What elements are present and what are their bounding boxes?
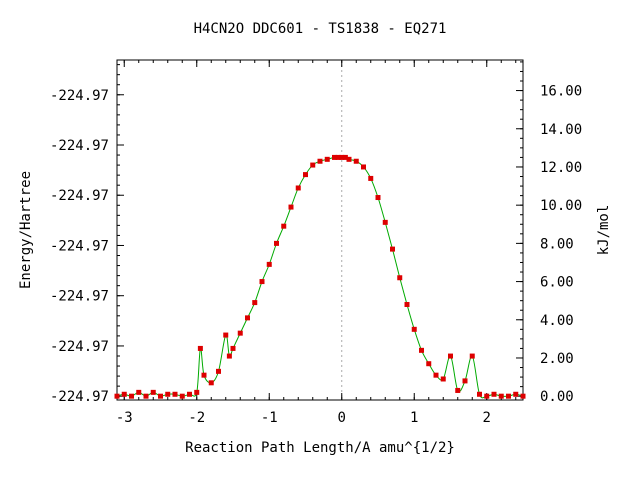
data-point xyxy=(237,330,243,336)
data-point xyxy=(520,393,526,399)
data-point xyxy=(194,389,200,395)
data-point xyxy=(506,393,511,399)
data-point xyxy=(143,393,149,399)
right-axis-label: kJ/mol xyxy=(596,205,612,256)
data-point xyxy=(477,391,482,397)
data-point xyxy=(281,223,287,229)
data-point xyxy=(513,391,519,397)
right-axis-tick-label: 8.00 xyxy=(540,236,574,252)
x-axis-tick-label: 0 xyxy=(338,410,346,426)
right-axis-tick-label: 4.00 xyxy=(540,313,574,329)
data-point xyxy=(484,393,490,399)
data-point xyxy=(165,391,171,397)
right-axis-tick-label: 14.00 xyxy=(540,122,582,138)
data-point xyxy=(411,326,417,332)
right-axis-tick-label: 16.00 xyxy=(540,84,582,100)
right-axis-tick-label: 10.00 xyxy=(540,198,582,214)
left-axis-tick-label: -224.97 xyxy=(50,138,109,154)
x-axis-tick-label: 2 xyxy=(483,410,491,426)
data-point xyxy=(303,172,308,178)
data-point xyxy=(324,156,330,162)
right-axis: 0.00 2.00 4.00 6.00 8.00 10.00 12.00 14.00 16.00 xyxy=(516,61,582,405)
x-axis-tick-label: 1 xyxy=(410,410,418,426)
right-axis-tick-label: 0.00 xyxy=(540,389,574,405)
data-point xyxy=(223,332,229,338)
left-axis: -224.97 -224.97 -224.97 -224.97 -224.97 -224.… xyxy=(50,64,124,405)
data-point xyxy=(353,158,359,164)
data-point xyxy=(346,156,352,162)
data-point xyxy=(114,393,120,399)
data-point xyxy=(375,195,381,201)
left-axis-tick-label: -224.97 xyxy=(50,238,109,254)
data-point xyxy=(368,175,374,181)
data-point xyxy=(498,393,504,399)
data-point xyxy=(252,300,258,306)
chart-title: H4CN2O DDC601 - TS1838 - EQ271 xyxy=(194,21,447,37)
series-group xyxy=(114,154,526,399)
data-point xyxy=(158,393,163,399)
x-axis-tick-label: -3 xyxy=(116,410,133,426)
x-axis: -3 -2 -1 0 1 2 xyxy=(116,60,517,426)
data-point xyxy=(245,315,250,321)
data-point xyxy=(335,154,341,160)
data-point xyxy=(332,154,337,160)
data-point xyxy=(310,162,316,168)
data-point xyxy=(230,345,236,351)
data-point xyxy=(462,378,468,384)
data-point xyxy=(469,353,475,359)
left-axis-tick-label: -224.97 xyxy=(50,389,109,405)
left-axis-tick-label: -224.97 xyxy=(50,188,109,204)
data-point xyxy=(433,372,439,378)
left-axis-label: Energy/Hartree xyxy=(18,171,34,289)
right-axis-tick-label: 12.00 xyxy=(540,160,582,176)
data-point xyxy=(197,345,203,351)
data-point xyxy=(259,279,265,285)
x-axis-label: Reaction Path Length/A amu^{1/2} xyxy=(185,440,455,456)
data-point xyxy=(339,154,345,160)
left-axis-tick-label: -224.97 xyxy=(50,289,109,305)
right-axis-tick-label: 2.00 xyxy=(540,351,574,367)
data-point xyxy=(136,389,142,395)
data-point xyxy=(187,391,192,397)
data-point xyxy=(201,372,207,378)
data-point xyxy=(121,391,127,397)
data-point xyxy=(179,393,185,399)
data-point xyxy=(266,261,272,267)
data-point xyxy=(426,361,432,367)
plot-frame xyxy=(116,59,524,401)
left-axis-tick-label: -224.97 xyxy=(50,88,109,104)
data-point xyxy=(150,389,156,395)
x-axis-tick-label: -1 xyxy=(261,410,278,426)
data-point xyxy=(440,376,446,382)
data-point xyxy=(390,246,395,252)
data-point xyxy=(172,391,178,397)
data-point xyxy=(295,185,301,191)
data-point xyxy=(288,204,294,210)
data-point xyxy=(317,158,323,164)
data-point xyxy=(274,240,279,246)
data-point xyxy=(361,164,366,170)
data-point xyxy=(226,353,232,359)
right-axis-tick-label: 6.00 xyxy=(540,275,574,291)
data-point xyxy=(404,301,410,307)
x-axis-tick-label: -2 xyxy=(188,410,205,426)
data-point xyxy=(129,393,134,399)
data-point xyxy=(491,391,497,397)
data-point xyxy=(216,368,221,374)
data-point xyxy=(448,353,453,359)
data-point xyxy=(342,154,348,160)
data-point xyxy=(419,347,424,353)
data-point xyxy=(382,219,388,225)
series-line xyxy=(116,156,524,399)
left-axis-tick-label: -224.97 xyxy=(50,339,109,355)
data-point xyxy=(208,380,214,386)
data-point xyxy=(397,275,403,281)
data-point xyxy=(455,387,461,393)
